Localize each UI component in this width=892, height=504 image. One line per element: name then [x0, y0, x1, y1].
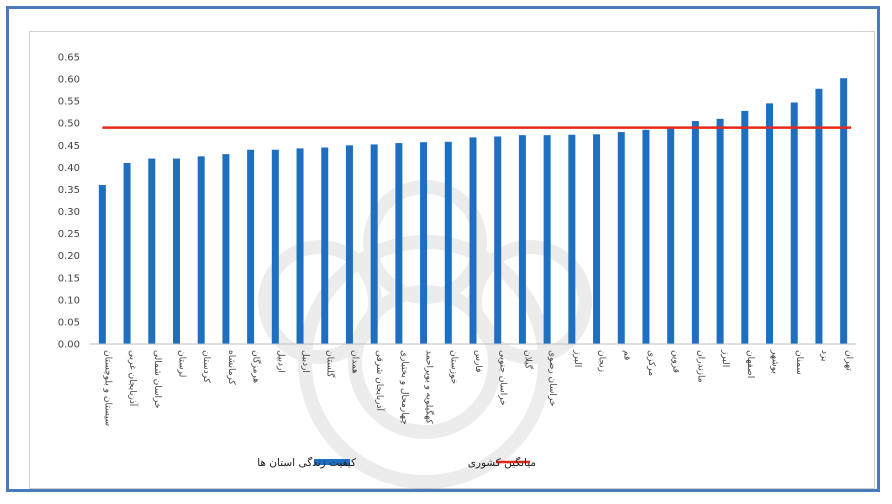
bar [345, 145, 353, 344]
y-tick-label: 0.20 [58, 251, 80, 262]
x-tick-label: لرستان [176, 350, 186, 377]
bar [790, 102, 798, 345]
x-tick-label: خوزستان [448, 350, 458, 384]
bar [123, 162, 131, 344]
x-tick-label: هرمزگان [251, 350, 263, 383]
y-tick-label: 0.30 [58, 207, 80, 218]
y-tick-label: 0.60 [58, 75, 80, 86]
bar [148, 158, 156, 344]
x-tick-label: قم [621, 350, 631, 360]
bar [296, 148, 304, 344]
x-tick-label: کردستان [201, 350, 211, 384]
x-tick-label: آذربایجان شرقی [374, 350, 386, 411]
y-tick-label: 0.00 [58, 340, 80, 351]
bar [518, 135, 526, 344]
bar [197, 156, 205, 344]
legend-label-series: کیفیت زندگی استان ها [257, 456, 356, 469]
y-tick-label: 0.45 [58, 141, 80, 152]
bar [222, 154, 230, 344]
bar [691, 121, 699, 345]
bar [444, 141, 452, 344]
legend: کیفیت زندگی استان ها میانگین کشوری [257, 456, 536, 469]
bar [642, 129, 650, 344]
x-tick-label: مازندران [695, 350, 705, 383]
x-tick-label: سمنان [794, 350, 804, 375]
bar [494, 136, 502, 344]
legend-swatch-series [314, 459, 350, 465]
x-tick-label: بوشهر [770, 349, 780, 374]
bar [321, 147, 329, 344]
bar [716, 118, 724, 344]
y-tick-label: 0.50 [58, 119, 80, 130]
y-tick-label: 0.65 [58, 53, 80, 64]
y-axis: 0.00 0.05 0.10 0.15 0.20 0.25 0.30 0.35 0.40 0.45… [58, 53, 80, 351]
bar [247, 149, 255, 344]
bar [271, 149, 279, 344]
y-tick-label: 0.55 [58, 97, 80, 108]
bar [469, 137, 477, 344]
bar [840, 78, 848, 344]
x-tick-label: کرمانشاه [226, 350, 236, 386]
x-tick-label: چهارمحال و بختیاری [399, 350, 409, 425]
y-tick-label: 0.15 [58, 273, 80, 284]
y-tick-label: 0.10 [58, 295, 80, 306]
x-tick-label: خراسان شمالی [152, 350, 162, 409]
bar [667, 128, 675, 344]
x-axis: سیستان و بلوچستان آذربایجان غربی خراسان شم… [90, 343, 856, 426]
x-tick-label: البرز [720, 349, 730, 367]
bar [370, 144, 378, 344]
x-tick-label: البرز [572, 349, 582, 367]
bar [395, 143, 403, 344]
x-tick-label: خراسان جنوبی [498, 350, 508, 406]
bar-chart: 0.00 0.05 0.10 0.15 0.20 0.25 0.30 0.35 0.40 0.45… [58, 53, 856, 489]
bar [741, 110, 749, 344]
y-tick-label: 0.05 [58, 317, 80, 328]
bar [766, 103, 774, 344]
x-tick-label: سیستان و بلوچستان [102, 350, 112, 426]
bar [617, 132, 625, 344]
x-tick-label: همدان [349, 350, 359, 374]
bar [568, 134, 576, 344]
x-tick-label: قزوین [671, 350, 681, 373]
x-tick-label: یزد [819, 350, 829, 362]
outer-frame: 0.00 0.05 0.10 0.15 0.20 0.25 0.30 0.35 0.40 0.45… [6, 6, 880, 492]
legend-label-reference: میانگین کشوری [468, 456, 536, 469]
chart-panel: 0.00 0.05 0.10 0.15 0.20 0.25 0.30 0.35 0.40 0.45… [29, 31, 875, 489]
x-tick-label: اردبیل [300, 350, 310, 373]
x-tick-label: فارس [473, 350, 483, 372]
x-tick-label: اردبیل [275, 350, 285, 373]
x-tick-label: خراسان رضوی [547, 350, 557, 406]
x-tick-label: گیلان [522, 350, 534, 370]
x-tick-label: کهگیلویه و بویراحمد [424, 350, 436, 424]
x-tick-label: آذربایجان غربی [127, 350, 139, 407]
bar [815, 88, 823, 344]
x-tick-label: اصفهان [745, 350, 755, 378]
y-tick-label: 0.35 [58, 185, 80, 196]
x-tick-label: مرکزی [646, 350, 656, 376]
x-tick-label: تهران [844, 350, 854, 371]
y-tick-label: 0.25 [58, 229, 80, 240]
bar [593, 134, 601, 344]
bar-series [98, 78, 848, 345]
y-tick-label: 0.40 [58, 163, 80, 174]
x-tick-label: گلستان [325, 350, 337, 378]
bar [98, 185, 106, 344]
bar [172, 158, 180, 344]
bar [420, 142, 428, 344]
x-tick-label: زنجان [597, 350, 607, 372]
bar [543, 135, 551, 344]
